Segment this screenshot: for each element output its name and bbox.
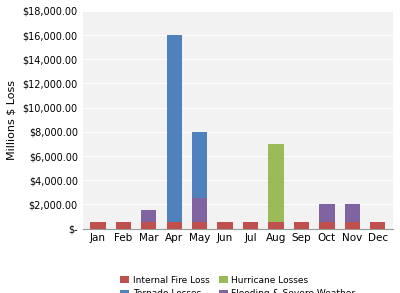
Bar: [90, 222, 106, 229]
Bar: [319, 222, 334, 229]
Bar: [166, 222, 182, 229]
Bar: [345, 204, 360, 229]
Bar: [166, 35, 182, 229]
Bar: [192, 198, 207, 229]
Bar: [370, 222, 386, 229]
Bar: [192, 222, 207, 229]
Bar: [294, 222, 309, 229]
Bar: [268, 222, 284, 229]
Bar: [192, 132, 207, 229]
Bar: [319, 204, 334, 229]
Bar: [345, 222, 360, 229]
Bar: [141, 222, 156, 229]
Bar: [116, 222, 131, 229]
Bar: [268, 144, 284, 229]
Bar: [218, 222, 233, 229]
Y-axis label: Millions $ Loss: Millions $ Loss: [7, 80, 17, 160]
Bar: [243, 222, 258, 229]
Legend: Internal Fire Loss, Tornado Losses, Hurricane Losses, Flooding & Severe Weather: Internal Fire Loss, Tornado Losses, Hurr…: [117, 272, 359, 293]
Bar: [141, 210, 156, 229]
Bar: [141, 210, 156, 229]
